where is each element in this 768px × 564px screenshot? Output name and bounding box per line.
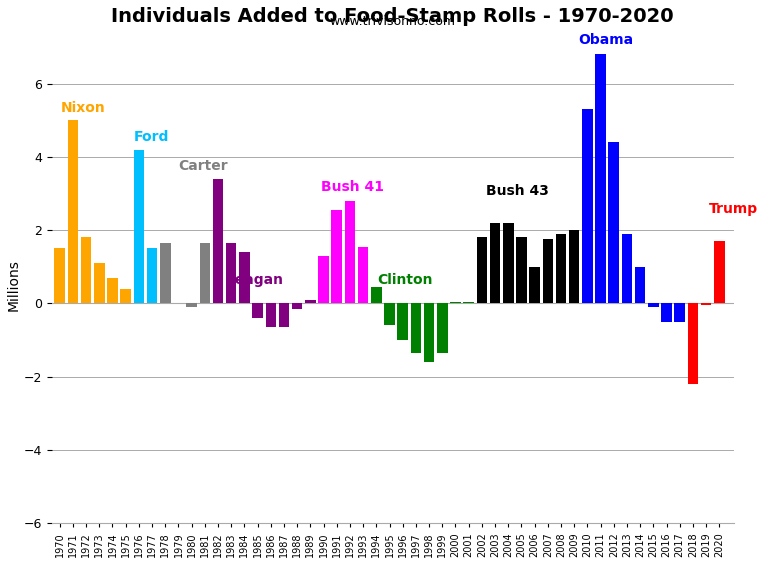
Text: Bush 41: Bush 41 — [321, 180, 384, 194]
Bar — [687, 303, 698, 384]
Bar — [542, 239, 553, 303]
Text: Reagan: Reagan — [224, 273, 283, 287]
Bar — [450, 302, 461, 303]
Bar — [595, 54, 606, 303]
Bar — [305, 300, 316, 303]
Bar — [490, 223, 500, 303]
Text: Nixon: Nixon — [61, 101, 106, 114]
Text: Bush 43: Bush 43 — [486, 184, 548, 198]
Bar — [213, 179, 223, 303]
Bar — [239, 252, 250, 303]
Bar — [345, 201, 356, 303]
Title: Individuals Added to Food-Stamp Rolls - 1970-2020: Individuals Added to Food-Stamp Rolls - … — [111, 7, 674, 26]
Bar — [108, 278, 118, 303]
Bar — [463, 302, 474, 303]
Bar — [569, 230, 580, 303]
Bar — [68, 120, 78, 303]
Bar — [226, 243, 237, 303]
Bar — [134, 149, 144, 303]
Bar — [279, 303, 290, 327]
Text: Ford: Ford — [134, 130, 169, 144]
Bar — [516, 237, 527, 303]
Text: Carter: Carter — [178, 160, 228, 173]
Bar — [147, 249, 157, 303]
Bar — [556, 234, 566, 303]
Bar — [582, 109, 593, 303]
Text: www.trivisonno.com: www.trivisonno.com — [329, 15, 456, 28]
Bar — [397, 303, 408, 340]
Text: Obama: Obama — [578, 33, 634, 47]
Bar — [635, 267, 645, 303]
Bar — [714, 241, 724, 303]
Bar — [411, 303, 421, 353]
Bar — [384, 303, 395, 325]
Bar — [608, 142, 619, 303]
Bar — [55, 249, 65, 303]
Bar — [253, 303, 263, 318]
Bar — [187, 303, 197, 307]
Bar — [701, 303, 711, 305]
Bar — [318, 256, 329, 303]
Bar — [437, 303, 448, 353]
Text: Trump: Trump — [709, 202, 758, 216]
Bar — [292, 303, 303, 309]
Text: Clinton: Clinton — [378, 273, 433, 287]
Bar — [648, 303, 659, 307]
Bar — [81, 237, 91, 303]
Bar — [358, 246, 369, 303]
Bar — [266, 303, 276, 327]
Bar — [424, 303, 435, 362]
Bar — [503, 223, 514, 303]
Bar — [371, 287, 382, 303]
Bar — [94, 263, 104, 303]
Bar — [477, 237, 487, 303]
Bar — [621, 234, 632, 303]
Bar — [332, 210, 342, 303]
Bar — [121, 289, 131, 303]
Bar — [674, 303, 685, 321]
Bar — [661, 303, 672, 321]
Bar — [200, 243, 210, 303]
Bar — [529, 267, 540, 303]
Bar — [160, 243, 170, 303]
Y-axis label: Millions: Millions — [7, 259, 21, 311]
